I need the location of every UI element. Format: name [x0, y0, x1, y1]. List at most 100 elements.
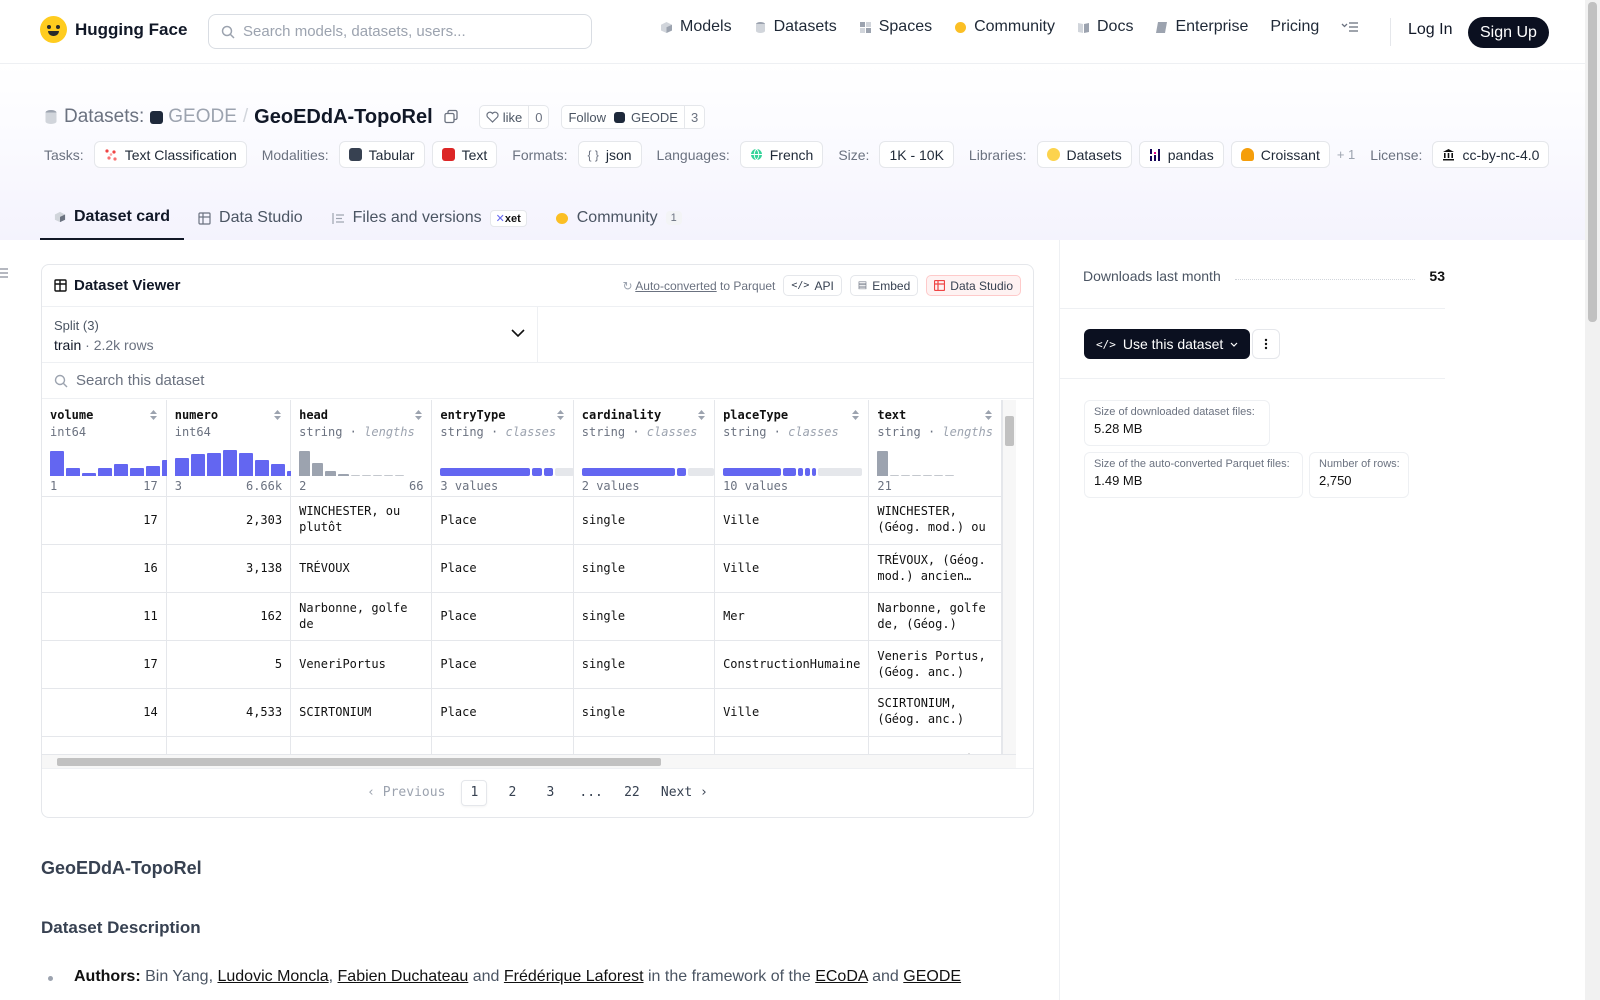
histogram-bar[interactable] — [362, 474, 372, 476]
cell-placeType[interactable]: Ville — [714, 544, 870, 593]
data-studio-button[interactable]: Data Studio — [926, 275, 1021, 296]
copy-icon[interactable] — [443, 109, 459, 125]
histogram-bar[interactable] — [50, 450, 64, 476]
page-1-button[interactable]: 1 — [461, 779, 488, 806]
table-horizontal-scrollbar[interactable] — [42, 754, 1016, 768]
sort-icon[interactable] — [851, 409, 860, 421]
tag-license[interactable]: cc-by-nc-4.0 — [1432, 141, 1550, 168]
histogram-bar[interactable] — [912, 474, 922, 476]
tag-size[interactable]: 1K - 10K — [879, 141, 954, 168]
sort-icon[interactable] — [697, 409, 706, 421]
tag-format[interactable]: { } json — [577, 141, 642, 168]
nav-datasets[interactable]: Datasets — [754, 18, 837, 36]
page-22-button[interactable]: 22 — [624, 785, 640, 800]
histogram-bar[interactable] — [934, 474, 944, 476]
histogram-bar[interactable] — [338, 473, 350, 476]
cell-text[interactable]: Veneris Portus, (Géog. anc.) — [868, 640, 1002, 689]
tag-modality-text[interactable]: Text — [431, 141, 498, 168]
brand-logo[interactable]: Hugging Face — [40, 16, 187, 43]
embed-button[interactable]: ▤ Embed — [849, 275, 919, 296]
repo-name[interactable]: GeoEDdA-TopoRel — [254, 105, 433, 128]
class-segment[interactable] — [544, 467, 554, 476]
tab-files[interactable]: Files and versions ✕xet — [317, 196, 541, 240]
sort-icon[interactable] — [149, 409, 158, 421]
cell-head[interactable]: Narbonne, golfe de — [290, 592, 433, 641]
histogram-bar[interactable] — [270, 463, 285, 476]
author-link[interactable]: Ludovic Moncla — [217, 968, 329, 985]
column-header-placeType[interactable]: placeType string · classes 10 values — [714, 400, 870, 497]
column-header-volume[interactable]: volume int64 1 17 — [42, 400, 176, 497]
column-header-entryType[interactable]: entryType string · classes 3 values — [431, 400, 575, 497]
column-header-numero[interactable]: numero int64 3 6.66k — [166, 400, 317, 497]
histogram-bar[interactable] — [877, 450, 889, 476]
cell-cardinality[interactable]: single — [573, 688, 716, 737]
histogram-bar[interactable] — [82, 472, 96, 476]
cell-volume[interactable]: 16 — [42, 544, 167, 593]
sort-icon[interactable] — [273, 409, 282, 421]
histogram-bar[interactable] — [222, 449, 237, 476]
cell-numero[interactable]: 2,303 — [166, 496, 292, 545]
tag-task[interactable]: Text Classification — [93, 141, 247, 168]
histogram-bar[interactable] — [130, 467, 144, 476]
scroll-thumb[interactable] — [1005, 416, 1014, 446]
cell-volume[interactable]: 17 — [42, 640, 167, 689]
histogram-bar[interactable] — [923, 474, 933, 476]
cell-head[interactable]: TRÉVOUX — [290, 544, 433, 593]
sort-icon[interactable] — [414, 409, 423, 421]
cell-placeType[interactable]: ConstructionHumaine — [714, 640, 870, 689]
sort-icon[interactable] — [556, 409, 565, 421]
nav-community[interactable]: Community — [954, 18, 1055, 36]
nav-spaces[interactable]: Spaces — [859, 18, 932, 36]
cell-cardinality[interactable]: single — [573, 544, 716, 593]
cell-entryType[interactable]: Place — [431, 496, 574, 545]
histogram-bar[interactable] — [66, 467, 80, 476]
column-header-cardinality[interactable]: cardinality string · classes 2 values — [573, 400, 716, 497]
histogram-bar[interactable] — [945, 474, 955, 476]
histogram-bar[interactable] — [254, 459, 269, 476]
auto-converted-link[interactable]: ↻ Auto-converted to Parquet — [622, 278, 776, 293]
follow-button[interactable]: Follow GEODE 3 — [561, 105, 706, 129]
dataset-search-input[interactable] — [76, 372, 476, 389]
cell-placeType[interactable]: Mer — [714, 592, 870, 641]
class-segment[interactable] — [581, 467, 675, 476]
histogram-bar[interactable] — [351, 474, 361, 476]
class-segment[interactable] — [532, 467, 543, 476]
class-segment[interactable] — [812, 467, 817, 476]
page-scrollbar[interactable] — [1585, 0, 1600, 1000]
nav-docs[interactable]: Docs — [1077, 18, 1133, 36]
table-row[interactable]: 16 3,138 TRÉVOUX Place single Ville TRÉVOUX, (… — [42, 544, 1002, 593]
split-selector[interactable]: Split (3) train · 2.2k rows — [42, 307, 538, 363]
cell-volume[interactable]: 11 — [42, 592, 167, 641]
tag-modality-tabular[interactable]: Tabular — [338, 141, 425, 168]
tab-community[interactable]: Community 1 — [541, 196, 696, 240]
signup-button[interactable]: Sign Up — [1468, 17, 1549, 48]
cell-numero[interactable]: 162 — [166, 592, 292, 641]
nav-more-menu[interactable] — [1341, 21, 1359, 33]
cell-entryType[interactable]: Place — [431, 592, 574, 641]
histogram-bar[interactable] — [395, 474, 405, 476]
histogram-bar[interactable] — [325, 470, 337, 476]
cell-cardinality[interactable]: single — [573, 640, 716, 689]
class-segment[interactable] — [676, 467, 686, 476]
project-link[interactable]: ECoDA — [815, 968, 868, 985]
scroll-thumb[interactable] — [57, 758, 661, 766]
table-row[interactable]: 14 4,533 SCIRTONIUM Place single Ville SCIRTON… — [42, 688, 1002, 737]
histogram-bar[interactable] — [206, 452, 221, 476]
tag-lib-croissant[interactable]: Croissant — [1230, 141, 1330, 168]
cell-numero[interactable]: 5 — [166, 640, 292, 689]
sidebar-toggle-icon[interactable] — [0, 268, 8, 278]
cell-head[interactable]: WINCHESTER, ou plutôt Wintchester — [290, 496, 433, 545]
author-link[interactable]: Fabien Duchateau — [337, 968, 469, 985]
use-this-dataset-button[interactable]: </> Use this dataset — [1084, 329, 1251, 359]
more-libraries[interactable]: + 1 — [1336, 147, 1356, 162]
cell-head[interactable]: VeneriPortus — [290, 640, 433, 689]
histogram-bar[interactable] — [901, 474, 911, 476]
table-row[interactable]: 17 5 VeneriPortus Place single ConstructionHu… — [42, 640, 1002, 689]
class-segment[interactable] — [440, 467, 531, 476]
cell-placeType[interactable]: Ville — [714, 688, 870, 737]
histogram-bar[interactable] — [190, 453, 205, 476]
tab-data-studio[interactable]: Data Studio — [184, 196, 317, 240]
cell-head[interactable]: SCIRTONIUM — [290, 688, 433, 737]
cell-cardinality[interactable]: single — [573, 496, 716, 545]
